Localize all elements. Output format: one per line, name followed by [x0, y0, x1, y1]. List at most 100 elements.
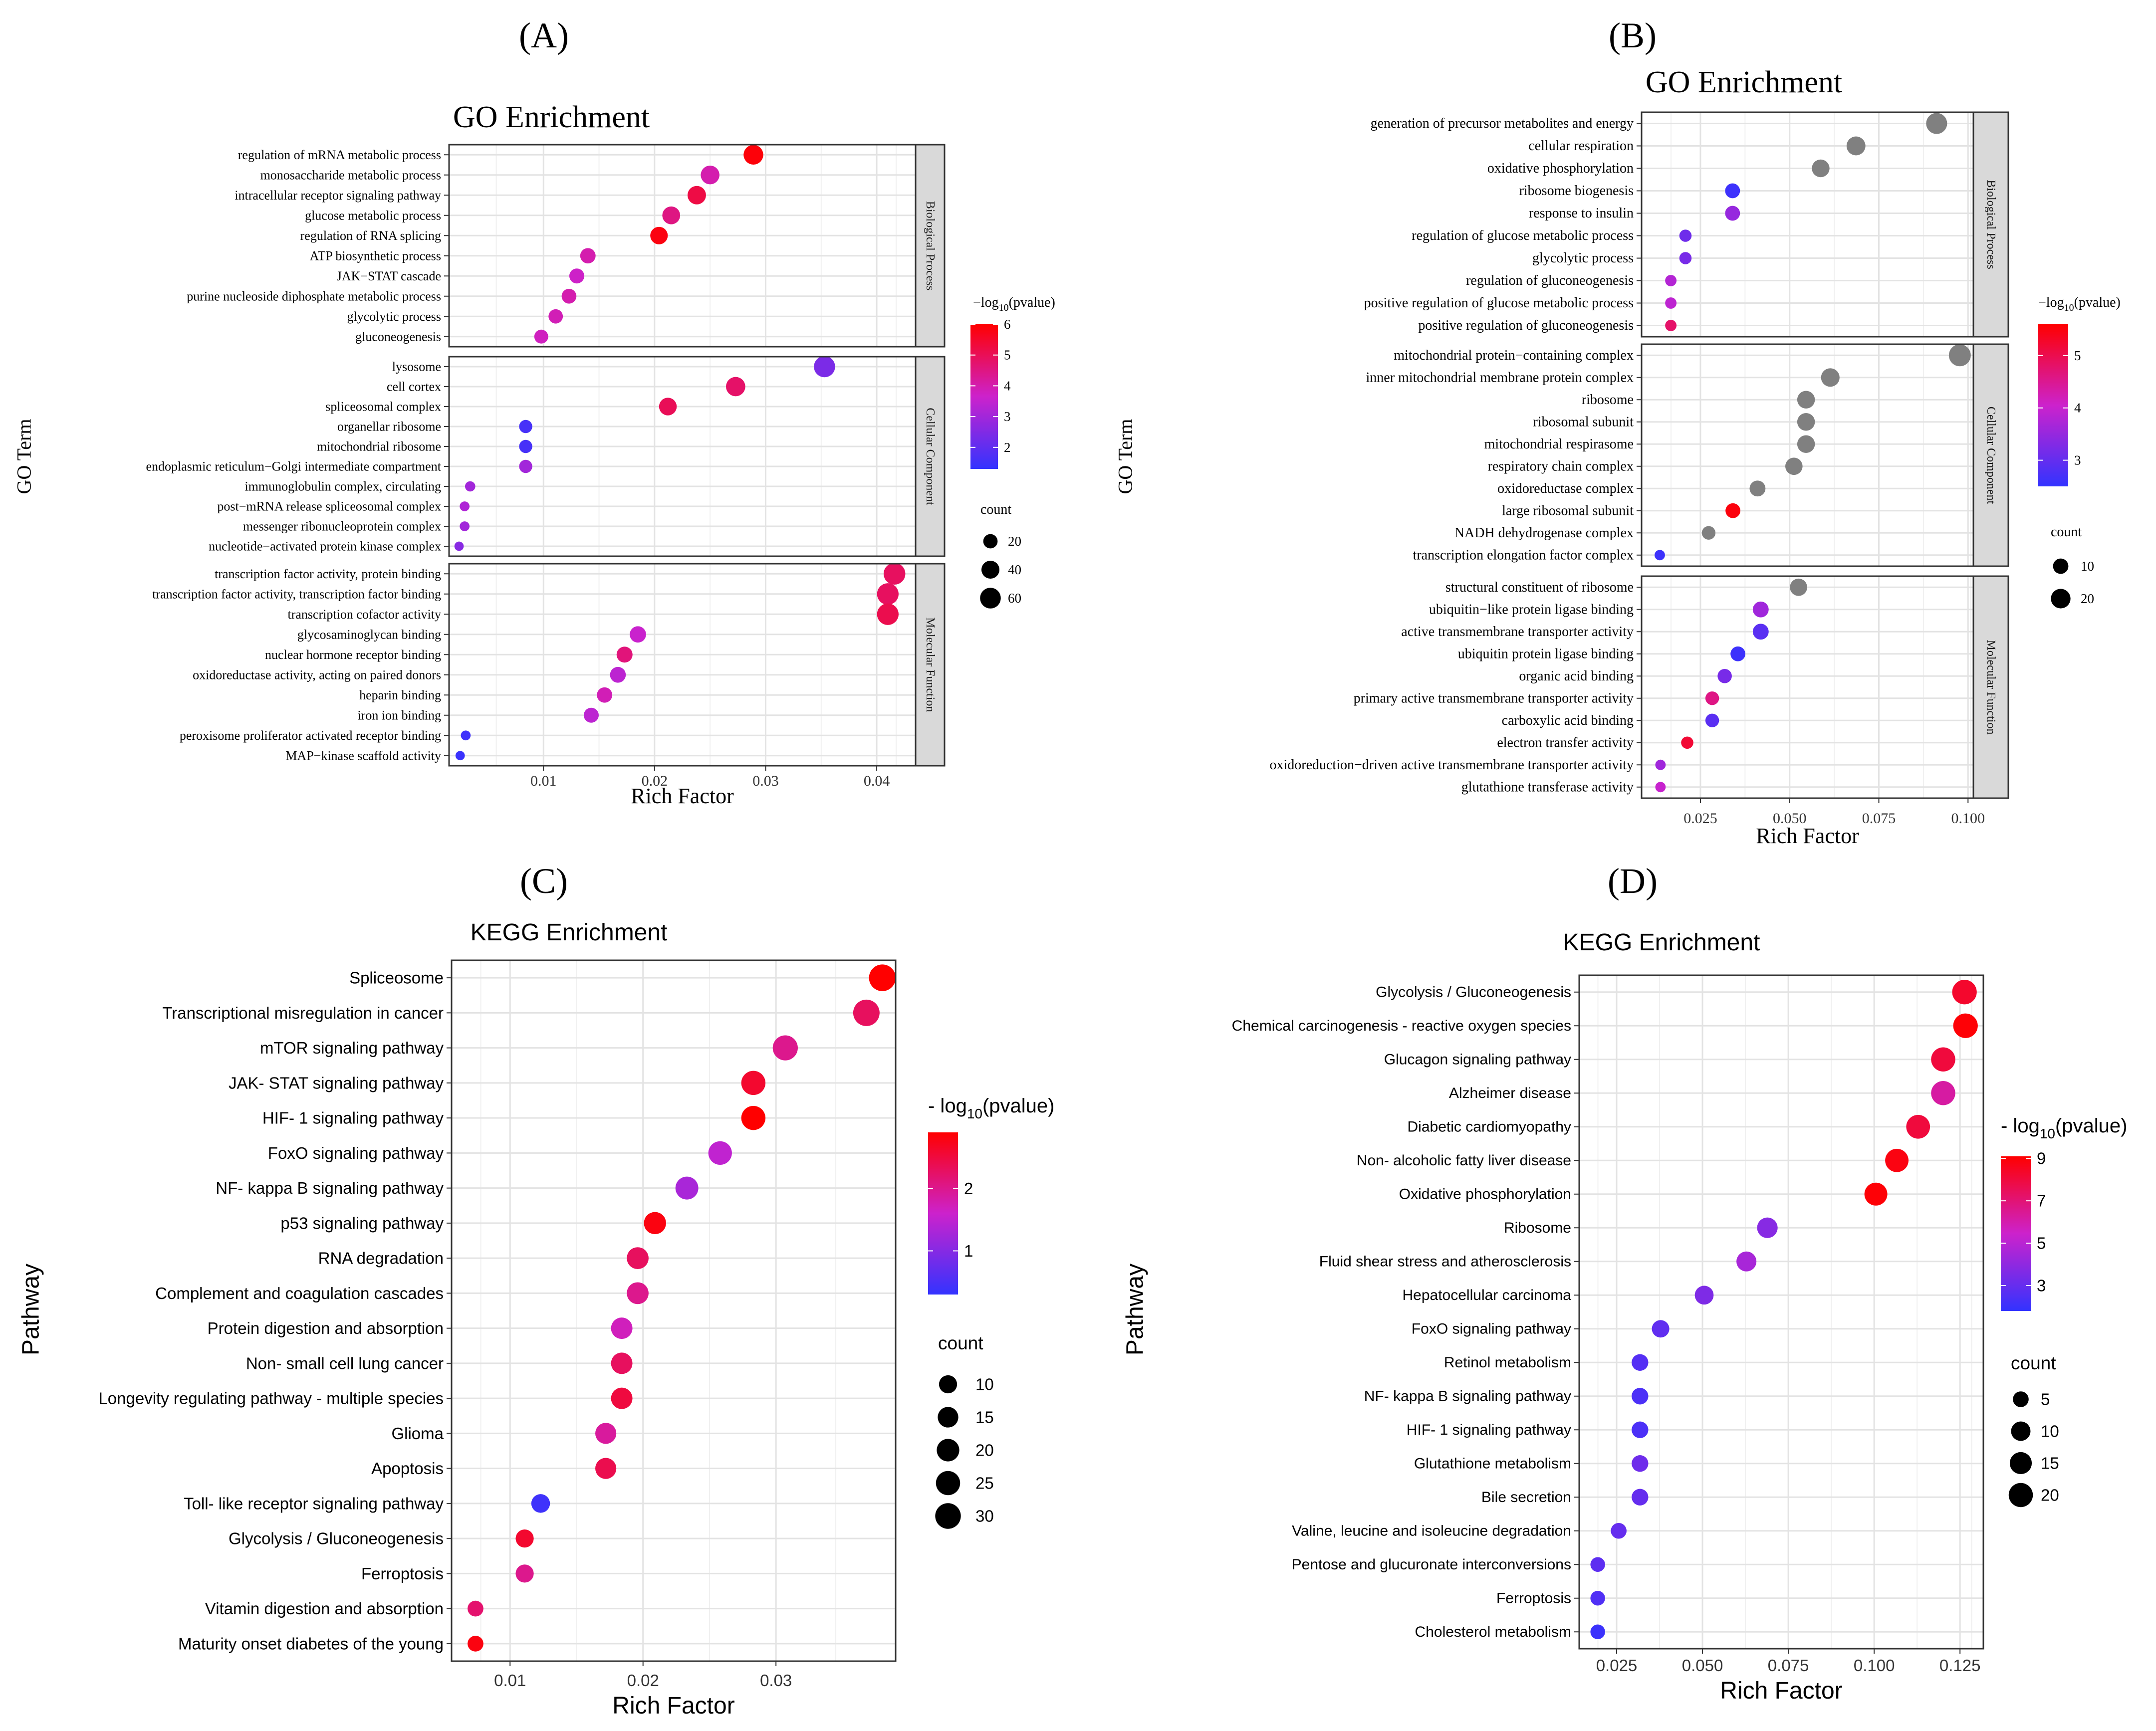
size-legend-point — [2011, 1421, 2031, 1441]
x-tick-label: 0.100 — [1951, 810, 1985, 827]
data-point — [1679, 252, 1692, 264]
y-tick-label: cellular respiration — [1528, 138, 1634, 154]
x-tick-label: 0.100 — [1854, 1656, 1895, 1675]
y-tick-label: Complement and coagulation cascades — [155, 1284, 444, 1302]
data-point — [1632, 1455, 1649, 1472]
y-tick-label: Maturity onset diabetes of the young — [178, 1634, 444, 1653]
data-point — [1953, 1013, 1978, 1038]
y-tick-label: spliceosomal complex — [325, 400, 441, 414]
data-point — [465, 481, 476, 492]
data-point — [701, 165, 719, 185]
x-axis-label: Rich Factor — [612, 1693, 734, 1719]
color-bar-tick-label: 5 — [1004, 348, 1011, 363]
plot-border — [1578, 974, 1984, 1650]
color-legend-title-prefix: - log — [928, 1095, 967, 1117]
panel-c: (C) KEGG Enrichment Spliceosome Transcripti… — [18, 861, 1055, 1719]
facet-strip — [915, 563, 946, 767]
y-tick-label: respiratory chain complex — [1488, 458, 1634, 474]
color-legend-title-suffix: (pvalue) — [2074, 295, 2121, 310]
size-legend-label: 60 — [1008, 591, 1021, 606]
data-point — [468, 1636, 483, 1652]
color-bar-tick-label: 3 — [2074, 453, 2081, 468]
size-legend-d: count 5 10 15 20 — [2008, 1353, 2059, 1508]
data-point — [1730, 646, 1745, 661]
y-tick-label: oxidoreduction−driven active transmembra… — [1269, 757, 1634, 773]
color-legend-title-suffix: (pvalue) — [2055, 1115, 2128, 1137]
data-point — [877, 603, 899, 625]
color-bar-tick-label: 1 — [964, 1242, 973, 1260]
y-tick-label: organellar ribosome — [337, 420, 441, 434]
size-legend-label: 15 — [975, 1408, 994, 1427]
plot-area — [1642, 576, 1973, 798]
y-tick-label: Glutathione metabolism — [1414, 1455, 1571, 1472]
data-point — [1749, 480, 1766, 497]
data-point — [1694, 1286, 1714, 1305]
y-tick-label: carboxylic acid binding — [1502, 713, 1634, 728]
y-tick-label: cell cortex — [387, 380, 441, 394]
size-legend-label: 20 — [1008, 534, 1021, 549]
x-tick-label: 0.050 — [1773, 810, 1807, 827]
x-tick-label: 0.125 — [1939, 1656, 1981, 1675]
data-point — [519, 420, 532, 433]
color-legend-title: - log10(pvalue) — [2001, 1115, 2127, 1141]
y-tick-label: nuclear hormone receptor binding — [265, 648, 441, 662]
data-point — [461, 730, 471, 741]
y-tick-label: intracellular receptor signaling pathway — [235, 188, 441, 203]
data-point — [519, 459, 532, 473]
facet-strip-label: Molecular Function — [924, 618, 937, 712]
facet-strip-label: Cellular Component — [1984, 407, 1997, 504]
data-point — [1821, 368, 1840, 387]
size-legend-title: count — [938, 1333, 983, 1353]
y-tick-label: regulation of glucose metabolic process — [1412, 228, 1634, 243]
color-legend-b: −log10(pvalue) 3 4 5 — [2038, 295, 2121, 486]
data-point — [1665, 297, 1677, 309]
data-point — [1757, 1217, 1778, 1238]
y-tick-label: Glucagon signaling pathway — [1384, 1051, 1571, 1068]
x-axis-label: Rich Factor — [631, 784, 734, 808]
size-legend-label: 10 — [975, 1375, 994, 1394]
size-legend-point — [2009, 1452, 2032, 1475]
y-tick-label: iron ion binding — [357, 708, 441, 722]
data-point — [1679, 229, 1692, 242]
y-tick-label: Longevity regulating pathway - multiple … — [98, 1389, 444, 1408]
color-legend-d: - log10(pvalue) 3 5 7 9 — [2001, 1115, 2127, 1311]
x-tick-label: 0.025 — [1596, 1656, 1638, 1675]
size-legend-point — [2053, 558, 2069, 574]
data-point — [853, 999, 880, 1026]
data-point — [515, 1529, 534, 1548]
size-legend-label: 15 — [2041, 1454, 2059, 1473]
y-tick-label: electron transfer activity — [1497, 735, 1634, 750]
size-legend-c: count 10 15 20 25 30 — [935, 1333, 994, 1529]
y-tick-label: FoxO signaling pathway — [268, 1144, 444, 1162]
size-legend-point — [2013, 1391, 2029, 1407]
y-tick-label: Toll- like receptor signaling pathway — [184, 1494, 444, 1513]
data-point — [741, 1071, 766, 1095]
facet-a-0: regulation of mRNA metabolic process mono… — [187, 144, 946, 348]
y-tick-label: MAP−kinase scaffold activity — [285, 748, 441, 763]
data-point — [1846, 136, 1866, 156]
y-tick-label: active transmembrane transporter activit… — [1401, 624, 1634, 640]
color-bar — [970, 324, 998, 469]
y-tick-label: Fluid shear stress and atherosclerosis — [1319, 1253, 1571, 1270]
data-point — [1665, 275, 1677, 286]
size-legend-point — [2051, 589, 2071, 609]
data-point — [630, 626, 646, 643]
size-legend-title: count — [2011, 1353, 2056, 1373]
data-point — [1926, 113, 1947, 134]
data-point — [1885, 1148, 1909, 1172]
panel-label-b: (B) — [1609, 15, 1657, 55]
y-tick-label: Non- alcoholic fatty liver disease — [1357, 1152, 1571, 1169]
y-tick-label: response to insulin — [1529, 206, 1634, 221]
y-tick-label: HIF- 1 signaling pathway — [1407, 1422, 1571, 1438]
y-tick-label: ribosomal subunit — [1533, 414, 1634, 430]
y-tick-label: transcription factor activity, protein b… — [215, 567, 441, 581]
data-point — [1705, 691, 1719, 705]
color-legend-title-prefix: −log — [973, 295, 999, 310]
data-point — [1725, 206, 1740, 221]
data-point — [726, 377, 745, 397]
y-tick-label: purine nucleoside diphosphate metabolic … — [187, 289, 441, 303]
size-legend-label: 40 — [1008, 562, 1021, 577]
data-point — [595, 1423, 617, 1444]
size-legend-point — [938, 1407, 958, 1428]
size-legend-label: 20 — [2041, 1486, 2059, 1505]
